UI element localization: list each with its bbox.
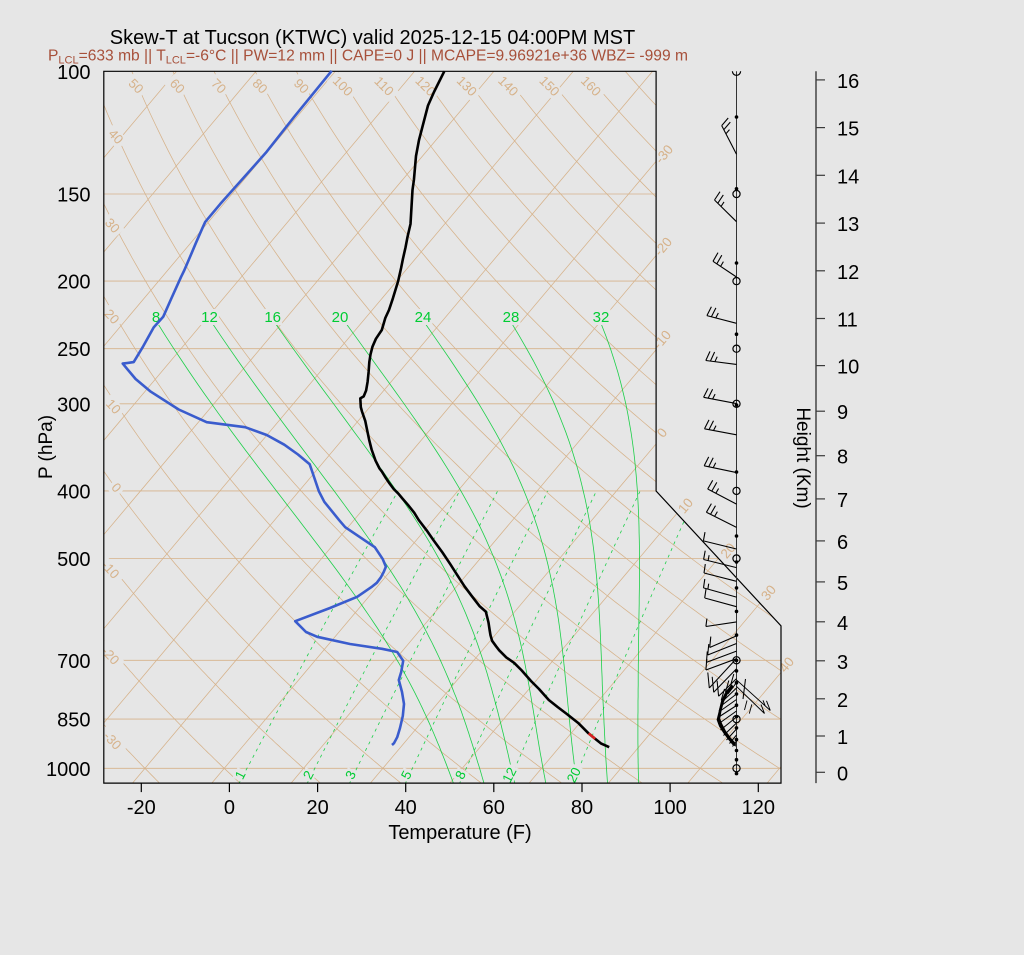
svg-text:700: 700 — [57, 651, 90, 673]
svg-text:-20: -20 — [127, 797, 156, 819]
svg-text:2: 2 — [837, 690, 848, 712]
svg-text:24: 24 — [415, 309, 432, 326]
svg-text:14: 14 — [837, 166, 859, 188]
svg-text:12: 12 — [837, 262, 859, 284]
svg-text:100: 100 — [653, 797, 686, 819]
svg-text:3: 3 — [837, 652, 848, 674]
svg-text:PLCL=633 mb || TLCL=-6°C || PW: PLCL=633 mb || TLCL=-6°C || PW=12 mm || … — [48, 48, 688, 67]
svg-text:300: 300 — [57, 394, 90, 416]
svg-text:9: 9 — [837, 402, 848, 424]
svg-text:0: 0 — [224, 797, 235, 819]
svg-text:12: 12 — [499, 765, 519, 785]
svg-text:8: 8 — [837, 447, 848, 469]
svg-text:6: 6 — [837, 532, 848, 554]
svg-text:100: 100 — [57, 62, 90, 84]
svg-text:12: 12 — [201, 309, 218, 326]
svg-text:200: 200 — [57, 272, 90, 294]
svg-text:4: 4 — [837, 613, 848, 635]
svg-text:10: 10 — [675, 495, 696, 516]
svg-text:15: 15 — [837, 119, 859, 141]
svg-text:16: 16 — [837, 71, 859, 93]
svg-text:10: 10 — [837, 357, 859, 379]
svg-text:60: 60 — [483, 797, 505, 819]
svg-text:400: 400 — [57, 481, 90, 503]
svg-text:150: 150 — [57, 185, 90, 207]
svg-text:250: 250 — [57, 339, 90, 361]
svg-text:120: 120 — [742, 797, 775, 819]
svg-text:7: 7 — [837, 490, 848, 512]
svg-text:Temperature (F): Temperature (F) — [388, 822, 531, 844]
svg-text:P (hPa): P (hPa) — [36, 415, 57, 479]
svg-text:850: 850 — [57, 710, 90, 732]
svg-text:8: 8 — [152, 309, 160, 326]
svg-text:30: 30 — [758, 582, 779, 603]
svg-text:13: 13 — [837, 214, 859, 236]
svg-text:20: 20 — [306, 797, 328, 819]
svg-text:16: 16 — [264, 309, 281, 326]
svg-text:0: 0 — [837, 763, 848, 785]
svg-text:500: 500 — [57, 549, 90, 571]
svg-text:80: 80 — [571, 797, 593, 819]
svg-text:32: 32 — [593, 309, 610, 326]
svg-text:Height (Km): Height (Km) — [792, 407, 813, 508]
svg-text:20: 20 — [564, 765, 584, 785]
svg-text:20: 20 — [332, 309, 349, 326]
svg-text:Skew-T at Tucson (KTWC) valid: Skew-T at Tucson (KTWC) valid 2025-12-15… — [110, 27, 635, 49]
svg-text:5: 5 — [837, 573, 848, 595]
svg-text:28: 28 — [503, 309, 520, 326]
svg-text:11: 11 — [837, 310, 858, 332]
svg-text:1: 1 — [837, 727, 848, 749]
svg-text:1000: 1000 — [46, 759, 91, 781]
svg-text:40: 40 — [395, 797, 417, 819]
